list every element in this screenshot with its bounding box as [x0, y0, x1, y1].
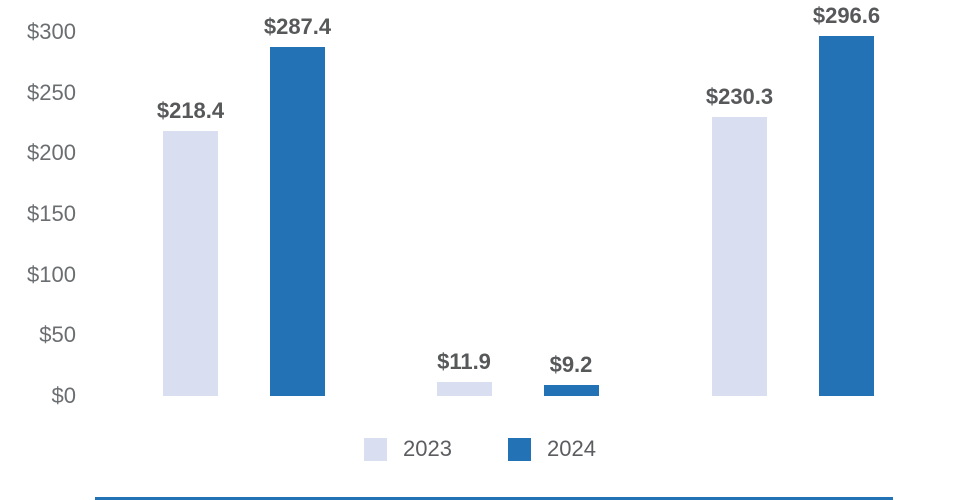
- y-tick-label: $200: [27, 140, 76, 166]
- legend-label-2024: 2024: [547, 436, 596, 461]
- bar-2024-group3: [819, 36, 874, 396]
- y-tick-label: $250: [27, 79, 76, 105]
- bar-2023-group1: [163, 131, 218, 396]
- bar-2024-group1: [270, 47, 325, 396]
- y-tick-label: $300: [27, 19, 76, 44]
- legend: 2023 2024: [0, 436, 960, 462]
- bar-value-label-2024-group2: $9.2: [549, 352, 593, 377]
- bar-value-label-2023-group2: $11.9: [437, 349, 491, 374]
- y-tick-label: $50: [39, 322, 76, 348]
- bar-value-label-2024-group1: $287.4: [263, 14, 332, 39]
- y-tick-label: $150: [27, 201, 76, 226]
- y-tick-label: $0: [51, 383, 76, 408]
- legend-swatch-2023-icon: [364, 437, 388, 461]
- bar-value-label-2023-group1: $218.4: [156, 98, 225, 123]
- bar-value-label-2023-group3: $230.3: [705, 84, 774, 109]
- legend-label-2023: 2023: [403, 436, 452, 461]
- bar-2024-group2: [543, 385, 599, 396]
- bar-2023-group3: [712, 117, 767, 396]
- legend-item-2023: 2023: [364, 436, 452, 462]
- bottom-accent-line: [95, 497, 893, 500]
- y-tick-label: $100: [27, 261, 76, 287]
- legend-swatch-2024-icon: [508, 437, 531, 461]
- legend-item-2024: 2024: [508, 436, 596, 462]
- bar-value-label-2024-group3: $296.6: [812, 3, 881, 28]
- bar-2023-group2: [436, 382, 492, 396]
